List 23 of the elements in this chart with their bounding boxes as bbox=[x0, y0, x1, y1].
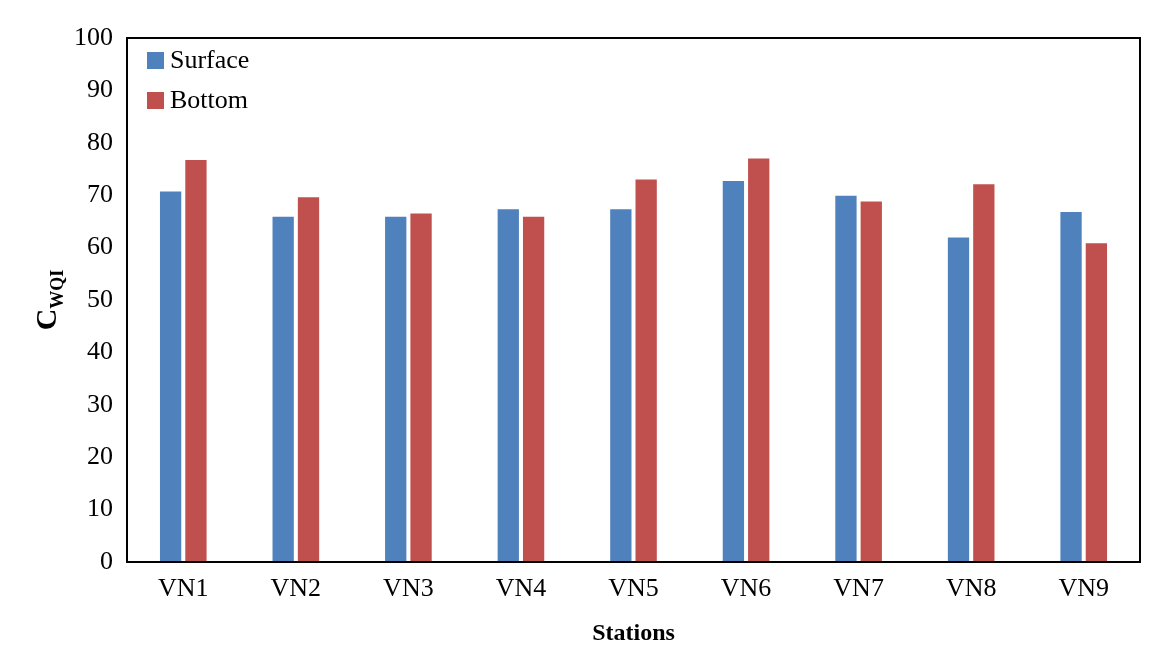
y-tick-label: 30 bbox=[87, 388, 113, 418]
x-tick-label: VN1 bbox=[158, 573, 209, 603]
y-tick-label: 80 bbox=[87, 126, 113, 156]
legend-label: Surface bbox=[170, 44, 250, 76]
y-tick-label: 90 bbox=[87, 74, 113, 104]
x-axis-title: Stations bbox=[592, 618, 675, 645]
x-tick-label: VN2 bbox=[270, 573, 322, 603]
y-tick-label: 70 bbox=[87, 179, 113, 209]
x-tick-label: VN7 bbox=[833, 573, 884, 603]
y-tick-label: 40 bbox=[87, 336, 113, 366]
x-tick-label: VN5 bbox=[608, 573, 659, 603]
y-tick-label: 60 bbox=[87, 231, 113, 261]
y-tick-label: 50 bbox=[87, 283, 113, 313]
x-tick-label: VN6 bbox=[720, 573, 772, 603]
x-tick-label: VN8 bbox=[945, 573, 997, 603]
x-tick-label: VN3 bbox=[383, 573, 434, 603]
y-tick-label: 100 bbox=[74, 21, 113, 51]
x-tick-label: VN9 bbox=[1058, 573, 1109, 603]
y-tick-label: 0 bbox=[100, 545, 113, 575]
legend-label: Bottom bbox=[170, 84, 249, 116]
x-tick-label: VN4 bbox=[495, 573, 547, 603]
y-tick-label: 10 bbox=[87, 493, 113, 523]
y-tick-label: 20 bbox=[87, 441, 113, 471]
